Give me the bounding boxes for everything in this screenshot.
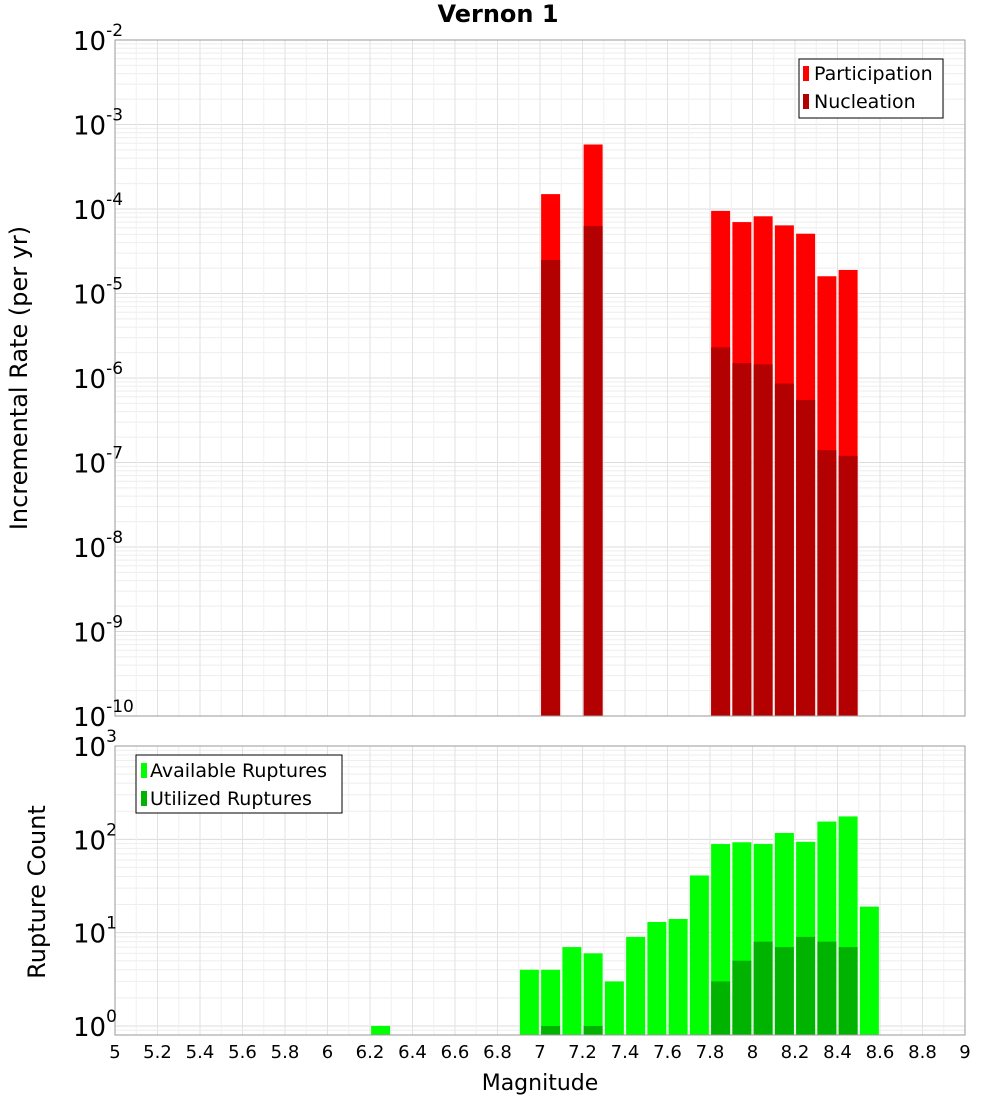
available-ruptures-bar [519,969,539,1035]
nucleation-bar [753,364,773,716]
x-tick-labels: 5 5.2 5.4 5.6 5.8 6 6.2 6.4 6.6 6.8 7 7.2 7.4 7.6 7.8 8… [109,1042,970,1063]
utilized-ruptures-bar [583,1025,603,1035]
x-tick-label: 5.4 [186,1042,215,1063]
nucleation-bar [838,455,858,716]
y-tick-label: 10-9 [73,613,123,649]
legend-available-label: Available Ruptures [150,760,327,782]
available-ruptures-bar [604,981,624,1035]
legend-participation-label: Participation [814,63,933,85]
utilized-ruptures-bar [774,947,794,1035]
x-tick-label: 8 [747,1042,758,1063]
bottom-bars [371,816,879,1035]
y-tick-label: 102 [73,820,117,856]
available-ruptures-bar [689,875,709,1035]
x-tick-label: 5.6 [228,1042,257,1063]
y-tick-label: 10-5 [73,275,123,311]
available-ruptures-bar [859,906,879,1035]
nucleation-bar [583,225,603,716]
nucleation-bar [732,363,752,716]
nucleation-bar [541,259,561,716]
available-ruptures-bar [647,922,667,1035]
utilized-ruptures-bar [817,941,837,1035]
y-tick-label: 10-4 [73,190,123,226]
bottom-y-axis-label: Rupture Count [23,805,51,979]
bottom-plot-frame [114,745,966,1036]
bottom-y-tick-labels: 100 101 102 103 [73,727,117,1043]
y-tick-label: 103 [73,727,117,763]
legend-available-swatch [141,763,147,778]
x-tick-label: 8.2 [781,1042,810,1063]
bottom-legend: Available Ruptures Utilized Ruptures [135,754,343,814]
top-legend-box [798,58,944,119]
x-tick-label: 7.6 [653,1042,682,1063]
available-ruptures-bar [562,947,582,1035]
x-tick-label: 8.8 [908,1042,937,1063]
x-tick-label: 7.4 [611,1042,640,1063]
legend-nucleation-label: Nucleation [814,91,916,113]
x-tick-label: 7 [534,1042,545,1063]
x-tick-label: 6.2 [356,1042,385,1063]
utilized-ruptures-bar [711,981,731,1035]
y-tick-label: 10-10 [73,697,134,733]
x-tick-label: 9 [959,1042,970,1063]
x-tick-label: 5.8 [271,1042,300,1063]
top-bars [541,144,858,717]
top-y-axis-label: Incremental Rate (per yr) [5,226,33,530]
top-plot-frame [114,39,966,717]
top-y-tick-labels: 10-10 10-9 10-8 10-7 10-6 10-5 10-4 10-3 10-2 [73,21,134,733]
x-tick-label: 8.4 [823,1042,852,1063]
top-gridlines [114,39,966,717]
utilized-ruptures-bar [753,941,773,1035]
y-tick-label: 10-3 [73,106,123,142]
x-tick-label: 6.4 [398,1042,427,1063]
x-tick-label: 6 [322,1042,333,1063]
x-tick-label: 5 [109,1042,120,1063]
nucleation-bar [774,383,794,716]
x-tick-label: 7.2 [568,1042,597,1063]
nucleation-bar [796,399,816,716]
x-tick-label: 7.8 [696,1042,725,1063]
y-tick-label: 10-2 [73,21,123,57]
available-ruptures-bar [668,919,688,1035]
y-tick-label: 101 [73,914,117,950]
x-tick-label: 6.8 [483,1042,512,1063]
x-tick-label: 8.6 [866,1042,895,1063]
y-tick-label: 10-6 [73,359,123,395]
chart-title: Vernon 1 [437,0,558,28]
available-ruptures-bar [626,936,646,1035]
y-tick-label: 10-8 [73,528,123,564]
utilized-ruptures-bar [732,960,752,1035]
legend-utilized-swatch [141,791,147,806]
utilized-ruptures-bar [796,936,816,1035]
utilized-ruptures-bar [838,947,858,1035]
x-tick-label: 6.6 [441,1042,470,1063]
legend-utilized-label: Utilized Ruptures [150,788,312,810]
y-tick-label: 100 [73,1007,117,1043]
available-ruptures-bar [541,969,561,1035]
legend-nucleation-swatch [803,94,809,109]
top-legend: Participation Nucleation [798,58,944,119]
x-tick-label: 5.2 [143,1042,172,1063]
available-ruptures-bar [371,1025,391,1035]
bottom-legend-box [135,754,343,814]
x-axis-label: Magnitude [482,1071,599,1096]
nucleation-bar [711,347,731,716]
y-tick-label: 10-7 [73,444,123,480]
legend-participation-swatch [803,66,809,81]
available-ruptures-bar [583,953,603,1035]
utilized-ruptures-bar [541,1025,561,1035]
nucleation-bar [817,450,837,716]
